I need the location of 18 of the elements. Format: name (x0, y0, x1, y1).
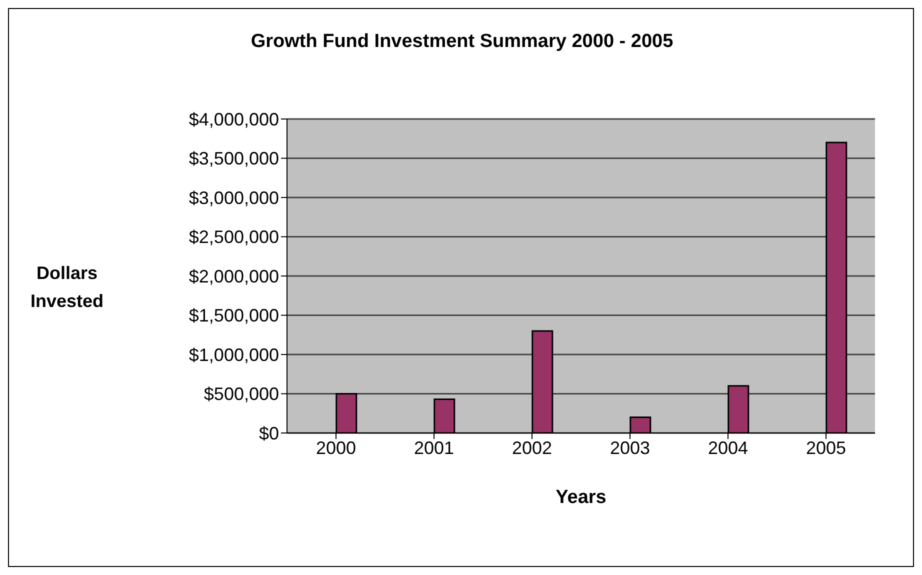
x-tick-label: 2003 (610, 438, 650, 458)
y-tick-label: $2,500,000 (188, 227, 279, 248)
chart-title: Growth Fund Investment Summary 2000 - 2005 (250, 31, 674, 53)
x-tick-label: 2000 (316, 438, 356, 458)
y-tick-label: $1,000,000 (188, 344, 279, 365)
y-tick-label: $3,000,000 (188, 188, 279, 208)
y-tick-label: $2,000,000 (188, 266, 279, 286)
y-tick-label: $4,000,000 (188, 109, 279, 130)
y-tick-label: $3,500,000 (188, 148, 279, 169)
x-tick-label: 2002 (512, 438, 552, 458)
y-tick-label: $0 (258, 423, 279, 444)
x-tick-label: 2001 (414, 438, 454, 458)
y-tick-label: $1,500,000 (188, 306, 279, 326)
y-axis-title: Dollars Invested (29, 262, 105, 313)
y-tick-label: $500,000 (204, 384, 279, 404)
x-tick-label: 2004 (708, 438, 748, 458)
x-tick-label: 2005 (806, 438, 846, 458)
x-axis-title: Years (556, 487, 606, 508)
